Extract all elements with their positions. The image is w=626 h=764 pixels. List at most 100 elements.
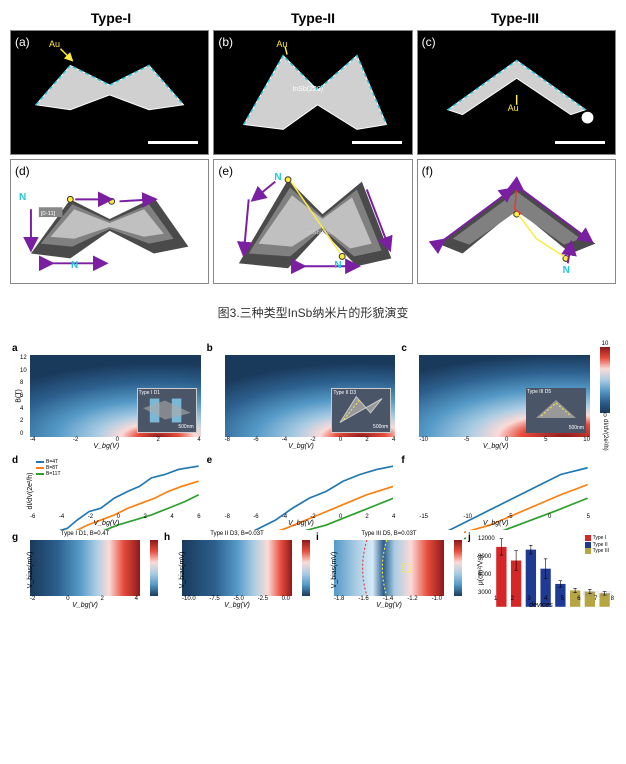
svg-text:[0-11]: [0-11] xyxy=(41,211,56,217)
cb-label: dI/dV(2e²/h) xyxy=(602,419,608,451)
panel-4j: j Type I Type II Type III μ(cm²/Vs) devi… xyxy=(466,530,616,610)
scalebar-a xyxy=(148,141,198,144)
panel-c: (c) Au xyxy=(417,30,616,155)
panel-4e: e V_bg(V) -8-6-4-2024 xyxy=(205,453,398,528)
inset-scale-b: 500nm xyxy=(373,424,388,430)
label-4a: a xyxy=(12,343,18,354)
inset-b: Type II D3 500nm xyxy=(331,388,391,433)
panel-4g: g Type I D1, B=0.4T V_bias(mV) V_bg(V) -… xyxy=(10,530,160,610)
label-f: (f) xyxy=(422,164,433,178)
scalebar-b xyxy=(352,141,402,144)
inset-c: Type III D5 500nm xyxy=(526,388,586,433)
sem-shape-a xyxy=(11,31,208,154)
label-4i: i xyxy=(316,532,319,543)
xlabel-4i: V_bg(V) xyxy=(376,602,402,609)
cb-i xyxy=(454,540,462,596)
inset-scale-a: 500nm xyxy=(178,424,193,430)
sem-shape-c xyxy=(418,31,615,154)
xticks-4f: -15-10-505 xyxy=(419,514,590,520)
label-4c: c xyxy=(401,343,407,354)
cb-g xyxy=(150,540,158,596)
title-4h: Type II D3, B=0.03T xyxy=(210,531,264,537)
title-4i: Type III D5, B=0.03T xyxy=(361,531,416,537)
yticks-4j: 30006000900012000 xyxy=(478,536,495,596)
xlabel-4d: V_bg(V) xyxy=(93,520,119,527)
au-label-c: Au xyxy=(508,103,519,113)
panel-4i: i Type III D5, B=0.03T V_bias(mV) V_bg(V… xyxy=(314,530,464,610)
xlabel-4h: V_bg(V) xyxy=(224,602,250,609)
heatmap-g xyxy=(30,540,140,596)
xlabel-4c: V_bg(V) xyxy=(483,443,509,450)
row-def: (d) N N [0-11] (e) N N xyxy=(10,159,616,284)
au-label-a: Au xyxy=(49,39,60,49)
panel-f: (f) N xyxy=(417,159,616,284)
panel-4c: c V_bg(V) -10-50510 Type III D5 500nm xyxy=(399,341,592,451)
xlabel-4f: V_bg(V) xyxy=(483,520,509,527)
xticks-4b: -8-6-4-2024 xyxy=(225,437,396,443)
header-type3: Type-III xyxy=(414,10,616,26)
ylabel-4h: V_bias(mV) xyxy=(179,552,186,589)
label-b: (b) xyxy=(218,35,233,49)
label-4e: e xyxy=(207,455,213,466)
ylabel-4d: dI/dV(2e²/h) xyxy=(27,472,34,509)
inset-label-a: Type I D1 xyxy=(139,390,160,396)
xticks-4c: -10-50510 xyxy=(419,437,590,443)
xticks-4g: -2024 xyxy=(30,596,138,602)
panel-e: (e) N N InSb(220) xyxy=(213,159,412,284)
n-label-e2: N xyxy=(334,260,341,271)
xticks-4a: -4-2024 xyxy=(30,437,201,443)
heatmap-h xyxy=(182,540,292,596)
schematic-e: InSb(220) xyxy=(214,160,411,283)
xticks-4h: -10.0-7.5-5.0-2.50.0 xyxy=(182,596,290,602)
header-type2: Type-II xyxy=(212,10,414,26)
n-label-d1: N xyxy=(19,192,26,203)
ylabel-4i: V_bias(mV) xyxy=(331,552,338,589)
inset-label-c: Type III D5 xyxy=(527,389,551,395)
row-def2: d B=4T B=8T B=11T dI/dV(2e²/h) V_bg(V) -… xyxy=(10,453,616,528)
n-label-f1: N xyxy=(563,265,570,276)
label-d: (d) xyxy=(15,164,30,178)
panel-a: (a) Au xyxy=(10,30,209,155)
panel-4a: a B(T) V_bg(V) 024681012 -4-2024 Type I … xyxy=(10,341,203,451)
insb-label-b: InSb(220) xyxy=(292,86,323,93)
figure-4: a B(T) V_bg(V) 024681012 -4-2024 Type I … xyxy=(10,341,616,610)
panel-4h: h Type II D3, B=0.03T V_bias(mV) V_bg(V)… xyxy=(162,530,312,610)
heatmap-i xyxy=(334,540,444,596)
panel-b: (b) Au InSb(220) xyxy=(213,30,412,155)
n-label-e1: N xyxy=(274,172,281,183)
colorbar-abc: 10 0 dI/dV(2e²/h) xyxy=(594,341,616,451)
panel-4f: f V_bg(V) -15-10-505 xyxy=(399,453,592,528)
label-c: (c) xyxy=(422,35,436,49)
header-type1: Type-I xyxy=(10,10,212,26)
yticks-4a: 024681012 xyxy=(20,355,27,437)
xlabel-4a: V_bg(V) xyxy=(93,443,119,450)
title-4g: Type I D1, B=0.4T xyxy=(61,531,110,537)
xlabel-4g: V_bg(V) xyxy=(72,602,98,609)
ylabel-4g: V_bias(mV) xyxy=(27,552,34,589)
inset-a: Type I D1 500nm xyxy=(137,388,197,433)
label-4j: j xyxy=(468,532,471,543)
xticks-4d: -6-4-20246 xyxy=(30,514,201,520)
au-label-b: Au xyxy=(276,39,287,49)
xlabel-4e: V_bg(V) xyxy=(288,520,314,527)
label-e: (e) xyxy=(218,164,233,178)
label-a: (a) xyxy=(15,35,30,49)
panel-4d: d B=4T B=8T B=11T dI/dV(2e²/h) V_bg(V) -… xyxy=(10,453,203,528)
scalebar-c xyxy=(555,141,605,144)
inset-label-b: Type II D3 xyxy=(333,390,356,396)
label-4h: h xyxy=(164,532,170,543)
label-4b: b xyxy=(207,343,213,354)
label-4g: g xyxy=(12,532,18,543)
figure3-caption: 图3.三种类型InSb纳米片的形貌演变 xyxy=(10,304,616,321)
schematic-f xyxy=(418,160,615,283)
svg-text:InSb(220): InSb(220) xyxy=(308,230,334,236)
n-label-d2: N xyxy=(71,260,78,271)
row-abc: (a) Au (b) Au InSb(220) (c) Au xyxy=(10,30,616,155)
schematic-d: [0-11] xyxy=(11,160,208,283)
label-4f: f xyxy=(401,455,404,466)
panel-4b: b V_bg(V) -8-6-4-2024 Type II D3 500nm xyxy=(205,341,398,451)
spacer xyxy=(594,453,616,528)
row-abc2: a B(T) V_bg(V) 024681012 -4-2024 Type I … xyxy=(10,341,616,451)
xticks-4e: -8-6-4-2024 xyxy=(225,514,396,520)
figure-3: Type-I Type-II Type-III (a) Au (b) Au In… xyxy=(10,10,616,321)
